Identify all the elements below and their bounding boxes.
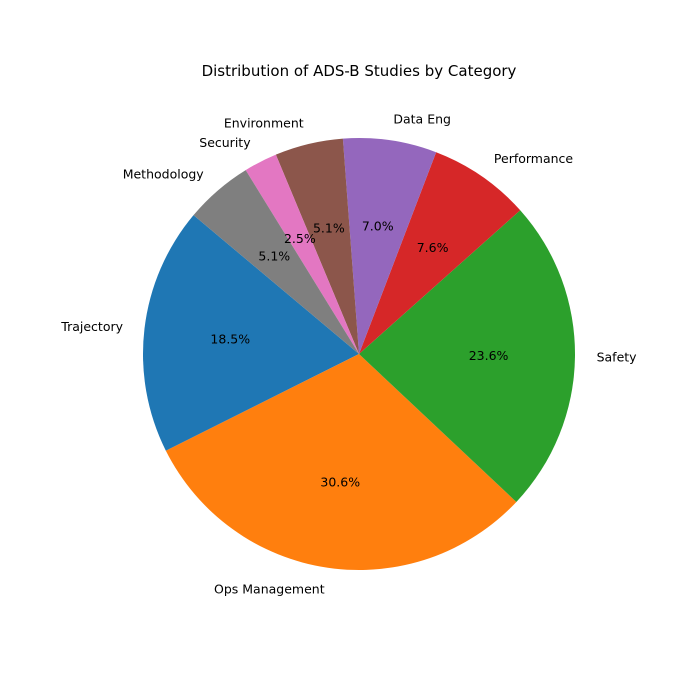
- pie-slice-trajectory: [142, 215, 359, 451]
- slice-label-ops-management: Ops Management: [214, 582, 325, 597]
- slice-label-security: Security: [199, 135, 251, 150]
- pie-slice-safety: [359, 210, 575, 502]
- pie-slice-security: [245, 154, 359, 354]
- pie-slice-methodology: [193, 170, 359, 354]
- pie-slices: [142, 137, 575, 570]
- percent-label-safety: 23.6%: [469, 348, 509, 363]
- slice-label-environment: Environment: [224, 115, 304, 130]
- slice-label-safety: Safety: [597, 350, 638, 365]
- pie-slice-ops-management: [165, 354, 517, 570]
- percent-label-methodology: 5.1%: [258, 248, 290, 263]
- pie-slice-data-eng: [342, 137, 437, 354]
- percent-label-environment: 5.1%: [313, 220, 345, 235]
- percent-label-performance: 7.6%: [417, 240, 449, 255]
- percent-label-data-eng: 7.0%: [362, 218, 394, 233]
- percent-label-security: 2.5%: [284, 231, 316, 246]
- pie-percent-labels: 18.5%30.6%23.6%7.6%7.0%5.1%2.5%5.1%: [210, 218, 508, 489]
- pie-slice-labels: Trajectory Ops Management Safety Performanc…: [60, 111, 637, 596]
- pie-slice-performance: [359, 152, 521, 354]
- slice-label-trajectory: Trajectory: [60, 319, 123, 334]
- slice-label-data-eng: Data Eng: [393, 111, 451, 126]
- pie-slice-environment: [275, 138, 359, 354]
- slice-label-performance: Performance: [494, 151, 574, 166]
- chart-title: Distribution of ADS-B Studies by Categor…: [202, 62, 517, 80]
- slice-label-methodology: Methodology: [123, 167, 205, 182]
- percent-label-trajectory: 18.5%: [210, 331, 250, 346]
- percent-label-ops-management: 30.6%: [320, 475, 360, 490]
